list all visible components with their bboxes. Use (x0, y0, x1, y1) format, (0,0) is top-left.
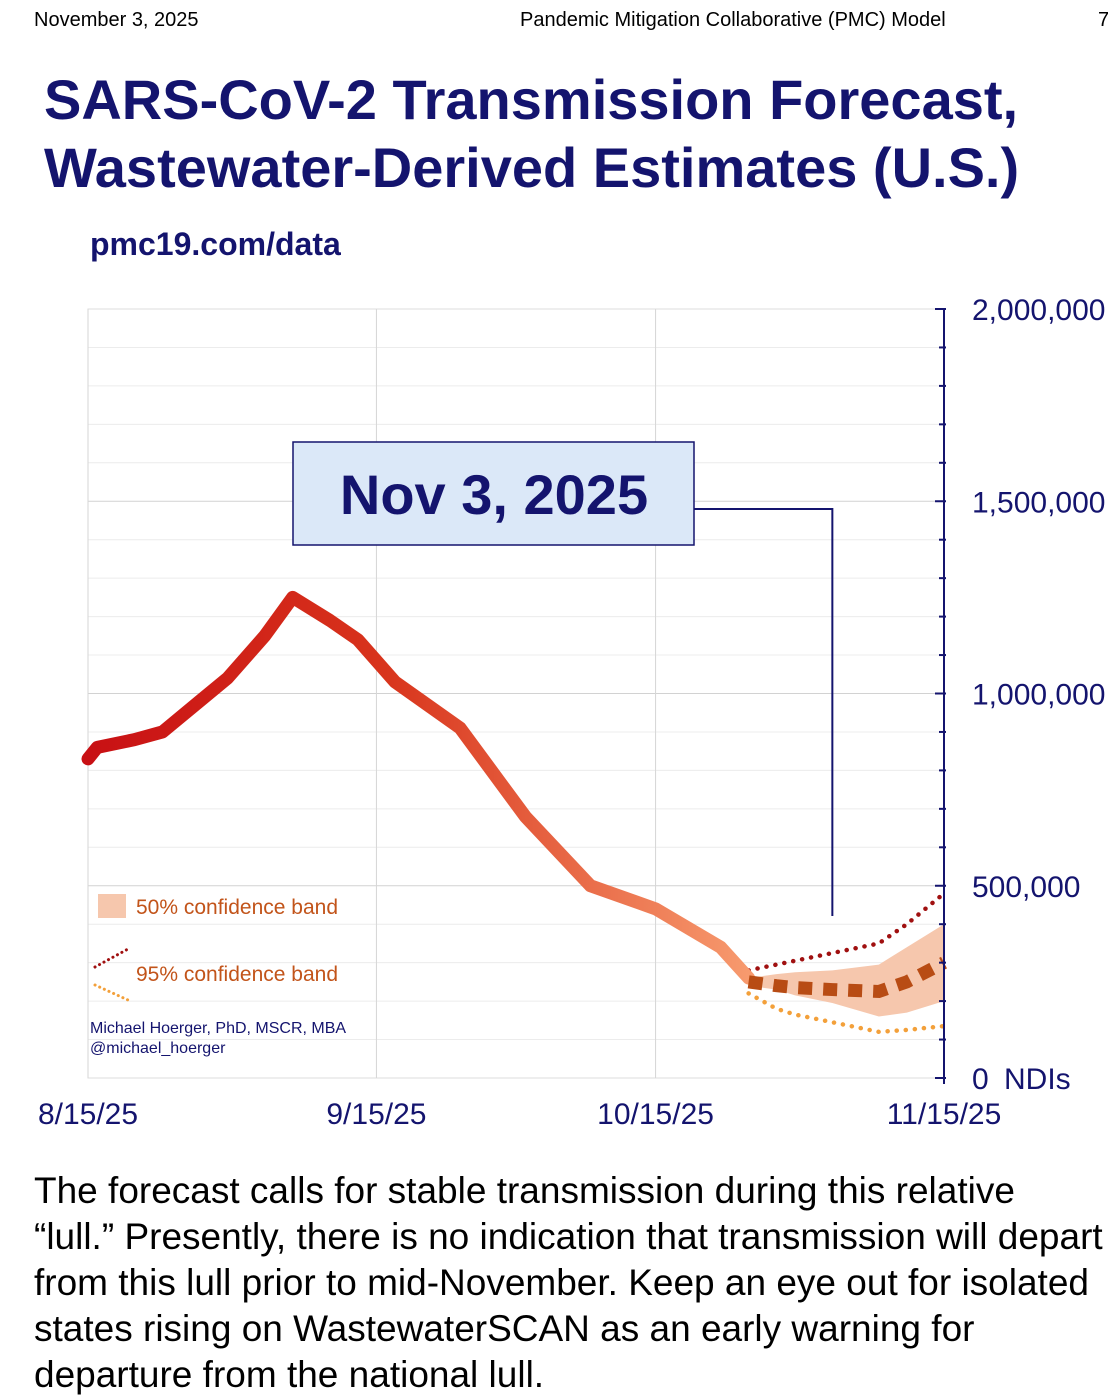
page-title: SARS-CoV-2 Transmission Forecast, Wastew… (44, 66, 1104, 202)
y-tick-label: 0 (972, 1063, 989, 1096)
credit-handle: @michael_hoerger (90, 1040, 226, 1057)
y-tick-label: 1,500,000 (972, 486, 1105, 519)
y-axis-label: NDIs (1004, 1063, 1071, 1096)
legend-band-95-upper-swatch (93, 947, 130, 969)
annotation-date-label: Nov 3, 2025 (340, 463, 648, 526)
legend-band-50-swatch (98, 894, 126, 918)
band-50-area (748, 924, 944, 1017)
title-line-1: SARS-CoV-2 Transmission Forecast, (44, 68, 1019, 131)
legend-band-95-lower-swatch (93, 983, 130, 1002)
y-tick-label: 2,000,000 (972, 294, 1105, 327)
forecast-median-line (747, 956, 947, 999)
x-tick-label: 8/15/25 (38, 1098, 138, 1131)
band-95-lower-line (746, 991, 947, 1035)
x-tick-label: 9/15/25 (326, 1098, 426, 1131)
annotation-leader-line (694, 508, 834, 916)
legend-band-50-label: 50% confidence band (136, 896, 338, 919)
y-tick-label: 1,000,000 (972, 679, 1105, 712)
forecast-chart: 2,000,000 1,500,000 1,000,000 500,000 0 NDIs 8… (38, 294, 1106, 1131)
page-number: 7 (1098, 9, 1108, 31)
credit-author: Michael Hoerger, PhD, MSCR, MBA (90, 1020, 346, 1037)
grid-lines (87, 308, 945, 1079)
observed-series-line (81, 590, 756, 985)
data-lines (81, 590, 947, 999)
caption-text: The forecast calls for stable transmissi… (34, 1170, 1103, 1395)
annotation-box (292, 441, 695, 546)
x-tick-label: 11/15/25 (887, 1098, 1002, 1131)
legend: 50% confidence band 95% confidence band Mi… (90, 894, 346, 1057)
axes: 2,000,000 1,500,000 1,000,000 500,000 0 NDIs 8… (38, 294, 1106, 1131)
legend-band-95-label: 95% confidence band (136, 963, 338, 986)
data-url-link[interactable]: pmc19.com/data (90, 226, 341, 262)
title-line-2: Wastewater-Derived Estimates (U.S.) (44, 136, 1020, 199)
x-tick-label: 10/15/25 (597, 1098, 714, 1131)
band-95-upper-line (746, 891, 947, 973)
header-source: Pandemic Mitigation Collaborative (PMC) … (520, 9, 946, 31)
y-tick-label: 500,000 (972, 871, 1080, 904)
annotation: Nov 3, 2025 (292, 441, 834, 916)
header-date: November 3, 2025 (34, 9, 199, 31)
confidence-bands (746, 891, 947, 1035)
